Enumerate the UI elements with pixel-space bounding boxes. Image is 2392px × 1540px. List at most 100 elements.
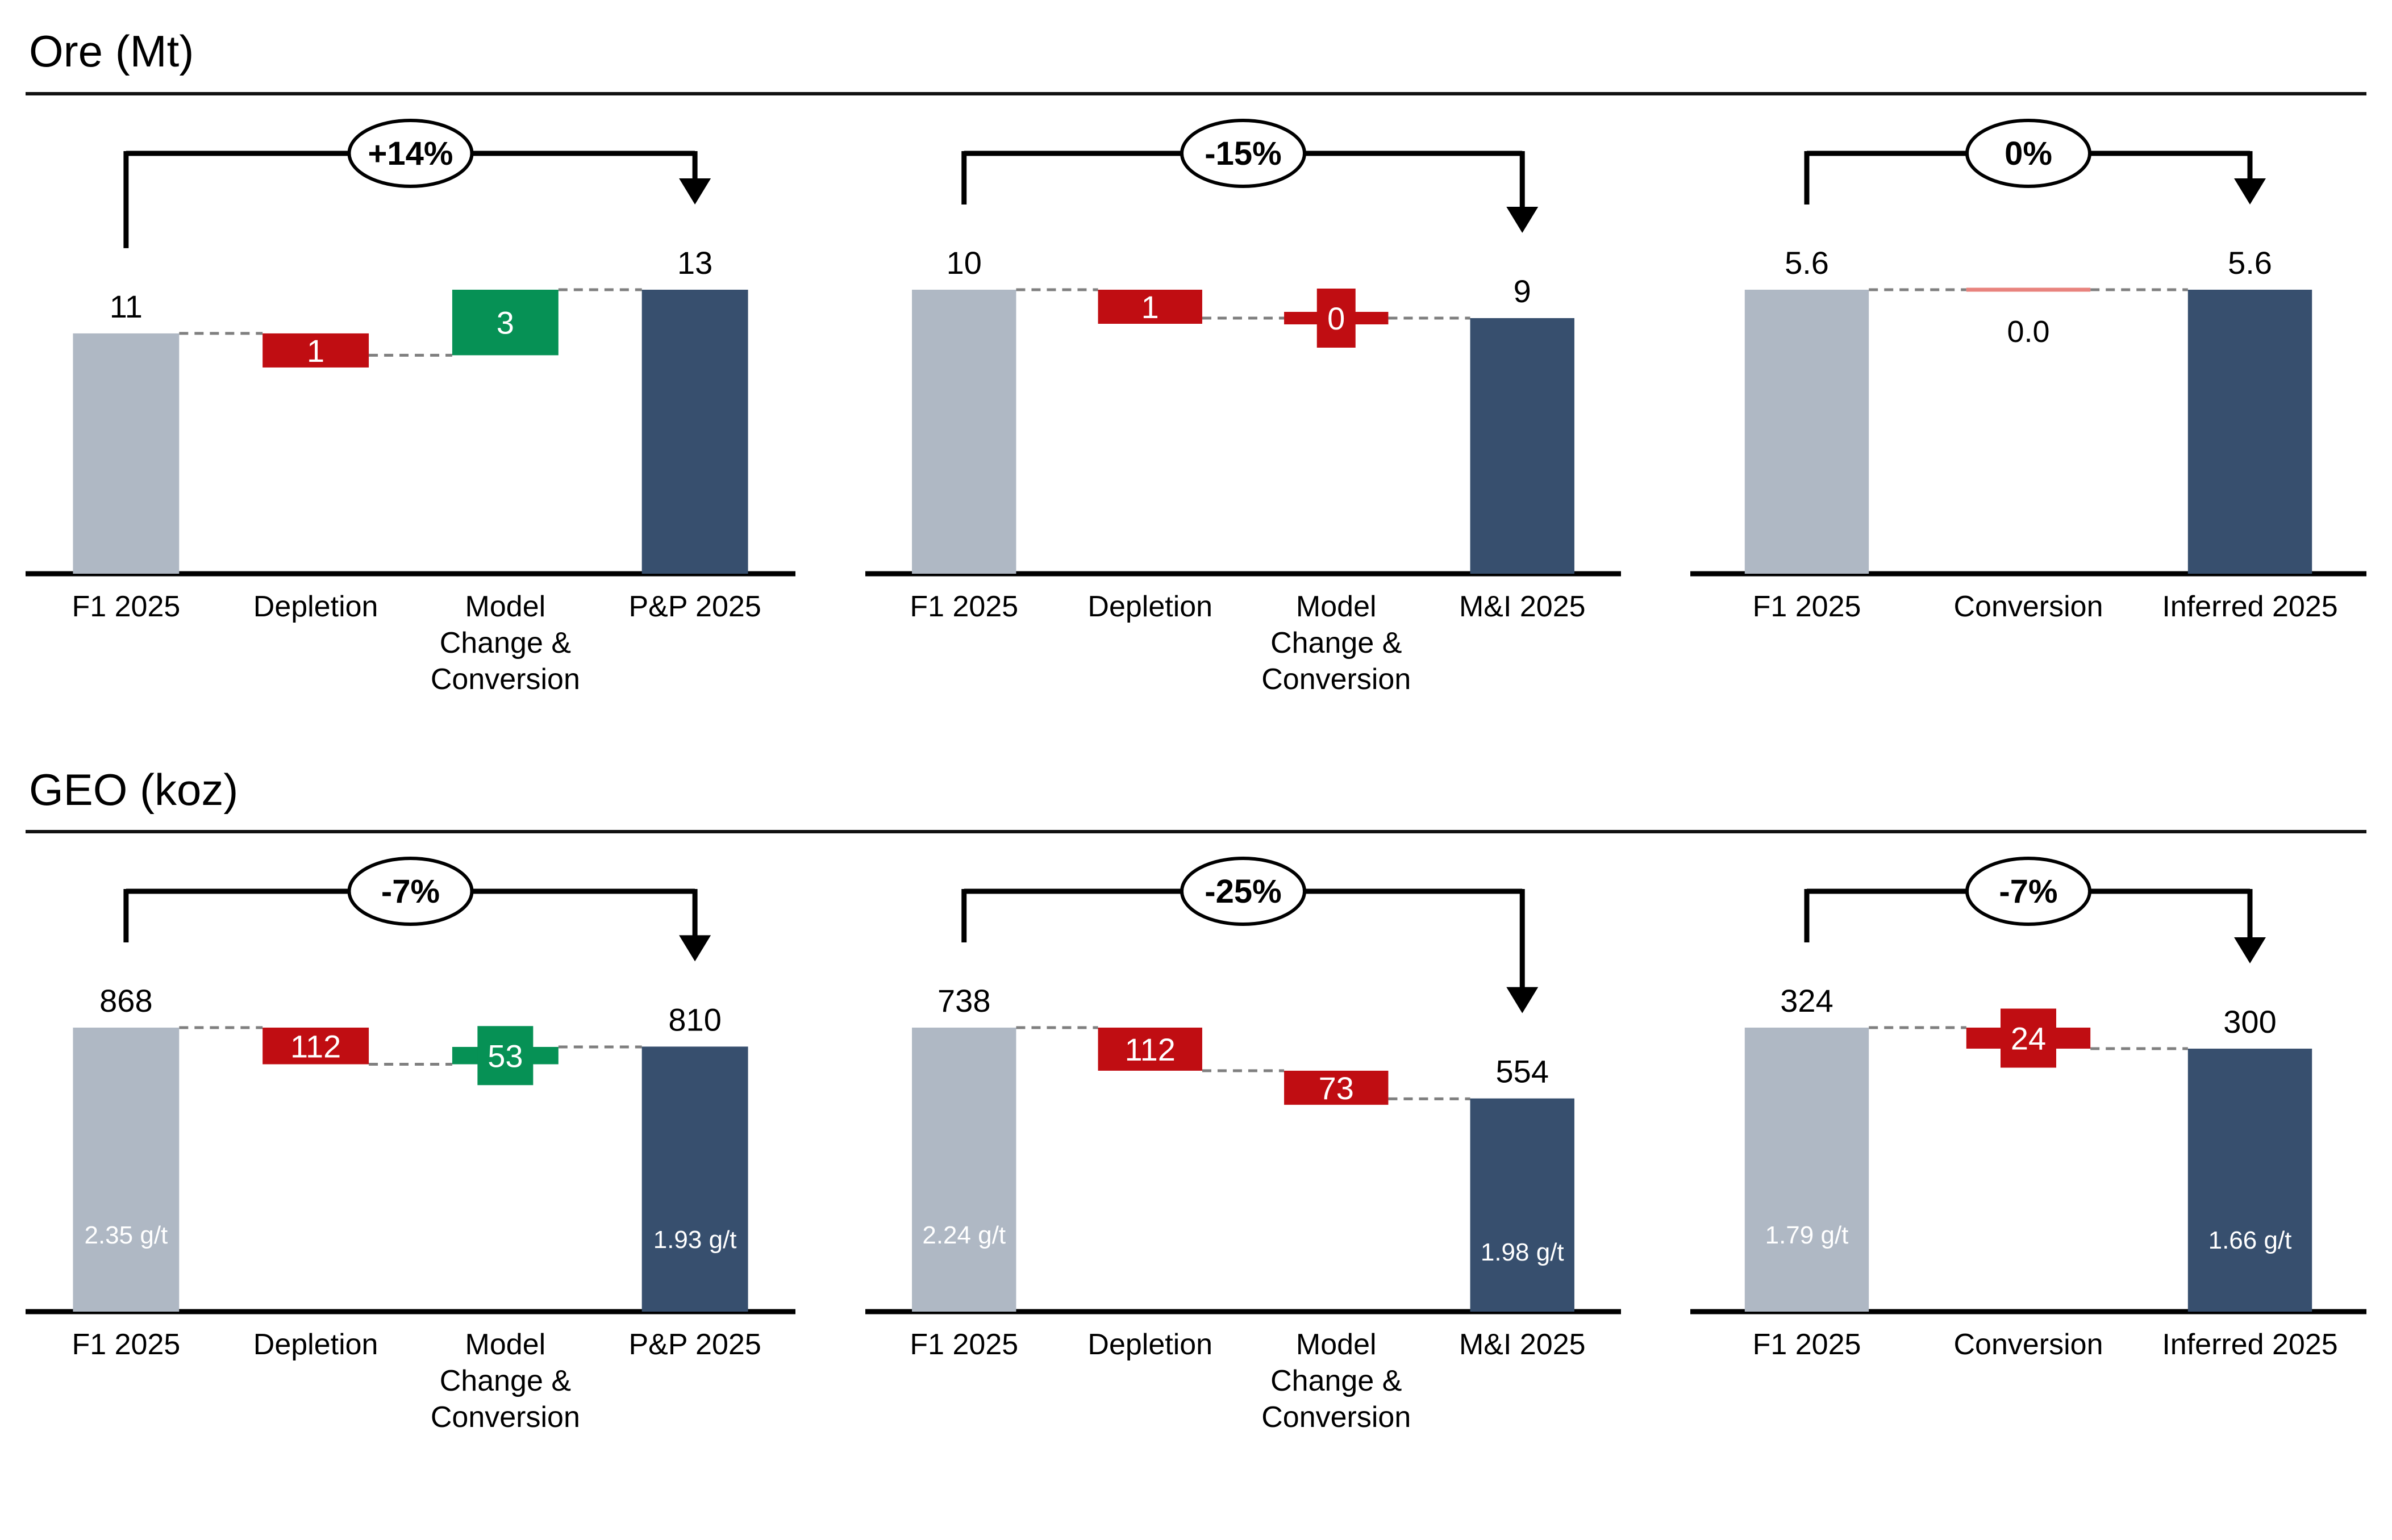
grade-label: 2.24 g/t <box>922 1221 1006 1249</box>
waterfall-step: 1 <box>1098 289 1202 325</box>
category-label: Inferred 2025 <box>2162 590 2337 623</box>
delta-bar <box>262 333 369 368</box>
section-title-ore: Ore (Mt) <box>29 26 194 76</box>
delta-label: 1 <box>1141 289 1159 325</box>
category-label-line: Conversion <box>1953 1328 2103 1361</box>
category-label: F1 2025 <box>1753 590 1861 623</box>
value-label: 11 <box>110 289 143 324</box>
category-label-line: F1 2025 <box>1753 590 1861 623</box>
section-title-geo: GEO (koz) <box>29 764 239 815</box>
value-label: 554 <box>1495 1054 1548 1090</box>
category-label-line: Change & <box>440 1364 571 1397</box>
category-label: P&P 2025 <box>629 1328 761 1361</box>
waterfall-chart-geo-mi: 738 2.24 g/t 112 73 554 1.98 g/t -25% F1 2025 De… <box>865 846 1621 1471</box>
waterfall-step: 300 1.66 g/t <box>2187 1004 2312 1312</box>
delta-bar <box>262 1028 369 1065</box>
percent-label: -7% <box>1999 873 2057 910</box>
category-label: F1 2025 <box>910 1328 1018 1361</box>
value-label: 0.0 <box>2007 315 2049 349</box>
category-label-line: P&P 2025 <box>629 590 761 623</box>
category-label: M&I 2025 <box>1458 590 1585 623</box>
percent-label: -25% <box>1205 873 1281 910</box>
delta-label: 24 <box>2011 1021 2046 1057</box>
waterfall-step: 0.0 <box>1966 287 2091 349</box>
waterfall-svg: 738 2.24 g/t 112 73 554 1.98 g/t -25% F1 2025 De… <box>865 857 1621 1434</box>
category-label-line: F1 2025 <box>910 1328 1018 1361</box>
category-label: P&P 2025 <box>629 590 761 623</box>
waterfall-step: 53 <box>452 1026 559 1086</box>
category-label-line: Change & <box>1270 1364 1402 1397</box>
grade-label: 1.93 g/t <box>653 1226 737 1254</box>
category-label-line: Inferred 2025 <box>2162 590 2337 623</box>
percent-badge <box>1965 857 2091 926</box>
delta-bar <box>452 289 559 356</box>
total-bar <box>1470 1099 1574 1312</box>
grade-label: 1.66 g/t <box>2208 1226 2292 1254</box>
waterfall-chart-geo-pp: 868 2.35 g/t 112 53 810 1.93 g/t -7% F1 2025 Dep… <box>26 846 795 1471</box>
category-label-line: Change & <box>1270 627 1402 660</box>
category-label-line: M&I 2025 <box>1458 590 1585 623</box>
category-label-line: Depletion <box>253 1328 378 1361</box>
waterfall-svg: 324 1.79 g/t 24 300 1.66 g/t -7% F1 2025 Conver… <box>1690 857 2366 1361</box>
percent-label: -15% <box>1205 135 1281 172</box>
category-label-line: Model <box>465 1328 546 1361</box>
value-label: 300 <box>2223 1004 2276 1040</box>
category-label-line: Model <box>1295 590 1376 623</box>
percent-badge <box>1180 118 1306 188</box>
section-divider <box>26 830 2366 834</box>
category-label-line: Conversion <box>431 1401 580 1434</box>
waterfall-step: 868 2.35 g/t <box>73 983 180 1312</box>
category-label-line: F1 2025 <box>1753 1328 1861 1361</box>
value-label: 5.6 <box>2228 245 2272 281</box>
category-label-line: Depletion <box>253 590 378 623</box>
waterfall-chart-ore-pp: 11 1 3 13 +14% F1 2025 Depletion Model Change & C… <box>26 108 795 733</box>
arrow-head-icon <box>679 935 711 962</box>
category-label-line: Inferred 2025 <box>2162 1328 2337 1361</box>
total-bar <box>641 289 748 574</box>
delta-label-chip <box>2001 1008 2056 1068</box>
waterfall-step: 10 <box>911 245 1016 574</box>
delta-bar <box>1098 289 1202 324</box>
waterfall-step: 13 <box>641 245 748 574</box>
percent-badge <box>1965 118 2091 188</box>
category-label: F1 2025 <box>1753 1328 1861 1361</box>
percent-badge <box>1180 857 1306 926</box>
total-bar <box>911 289 1016 574</box>
waterfall-step: 554 1.98 g/t <box>1470 1054 1574 1312</box>
grade-label: 1.98 g/t <box>1480 1238 1564 1266</box>
category-label: M&I 2025 <box>1458 1328 1585 1361</box>
change-arrow: -15% <box>961 118 1538 233</box>
category-label: F1 2025 <box>72 590 180 623</box>
delta-label: 0 <box>1327 301 1345 336</box>
waterfall-step: 24 <box>1966 1008 2091 1068</box>
waterfall-step: 3 <box>452 289 559 356</box>
category-label: Depletion <box>1087 590 1212 623</box>
category-label-line: Model <box>465 590 546 623</box>
value-label: 13 <box>677 245 712 281</box>
waterfall-step: 73 <box>1283 1070 1388 1106</box>
waterfall-step: 810 1.93 g/t <box>641 1002 748 1312</box>
category-label-line: F1 2025 <box>72 1328 180 1361</box>
category-label: Inferred 2025 <box>2162 1328 2337 1361</box>
total-bar <box>73 333 180 574</box>
section-ore: Ore (Mt) 11 1 3 13 +14% F1 2025 Depletion Model… <box>26 26 2366 733</box>
category-label-line: F1 2025 <box>72 590 180 623</box>
waterfall-step: 738 2.24 g/t <box>911 983 1016 1312</box>
total-bar <box>1744 1028 1869 1312</box>
value-label: 810 <box>668 1002 721 1038</box>
category-label-line: Model <box>1295 1328 1376 1361</box>
section-divider <box>26 91 2366 95</box>
delta-label-chip <box>477 1026 534 1086</box>
delta-label: 53 <box>487 1038 523 1074</box>
delta-label: 1 <box>307 333 324 369</box>
category-label-line: Depletion <box>1087 590 1212 623</box>
waterfall-step: 5.6 <box>2187 245 2312 574</box>
arrow-head-icon <box>2234 178 2266 205</box>
waterfall-step: 0 <box>1283 288 1388 348</box>
category-label: Depletion <box>1087 1328 1212 1361</box>
value-label: 9 <box>1513 273 1531 309</box>
